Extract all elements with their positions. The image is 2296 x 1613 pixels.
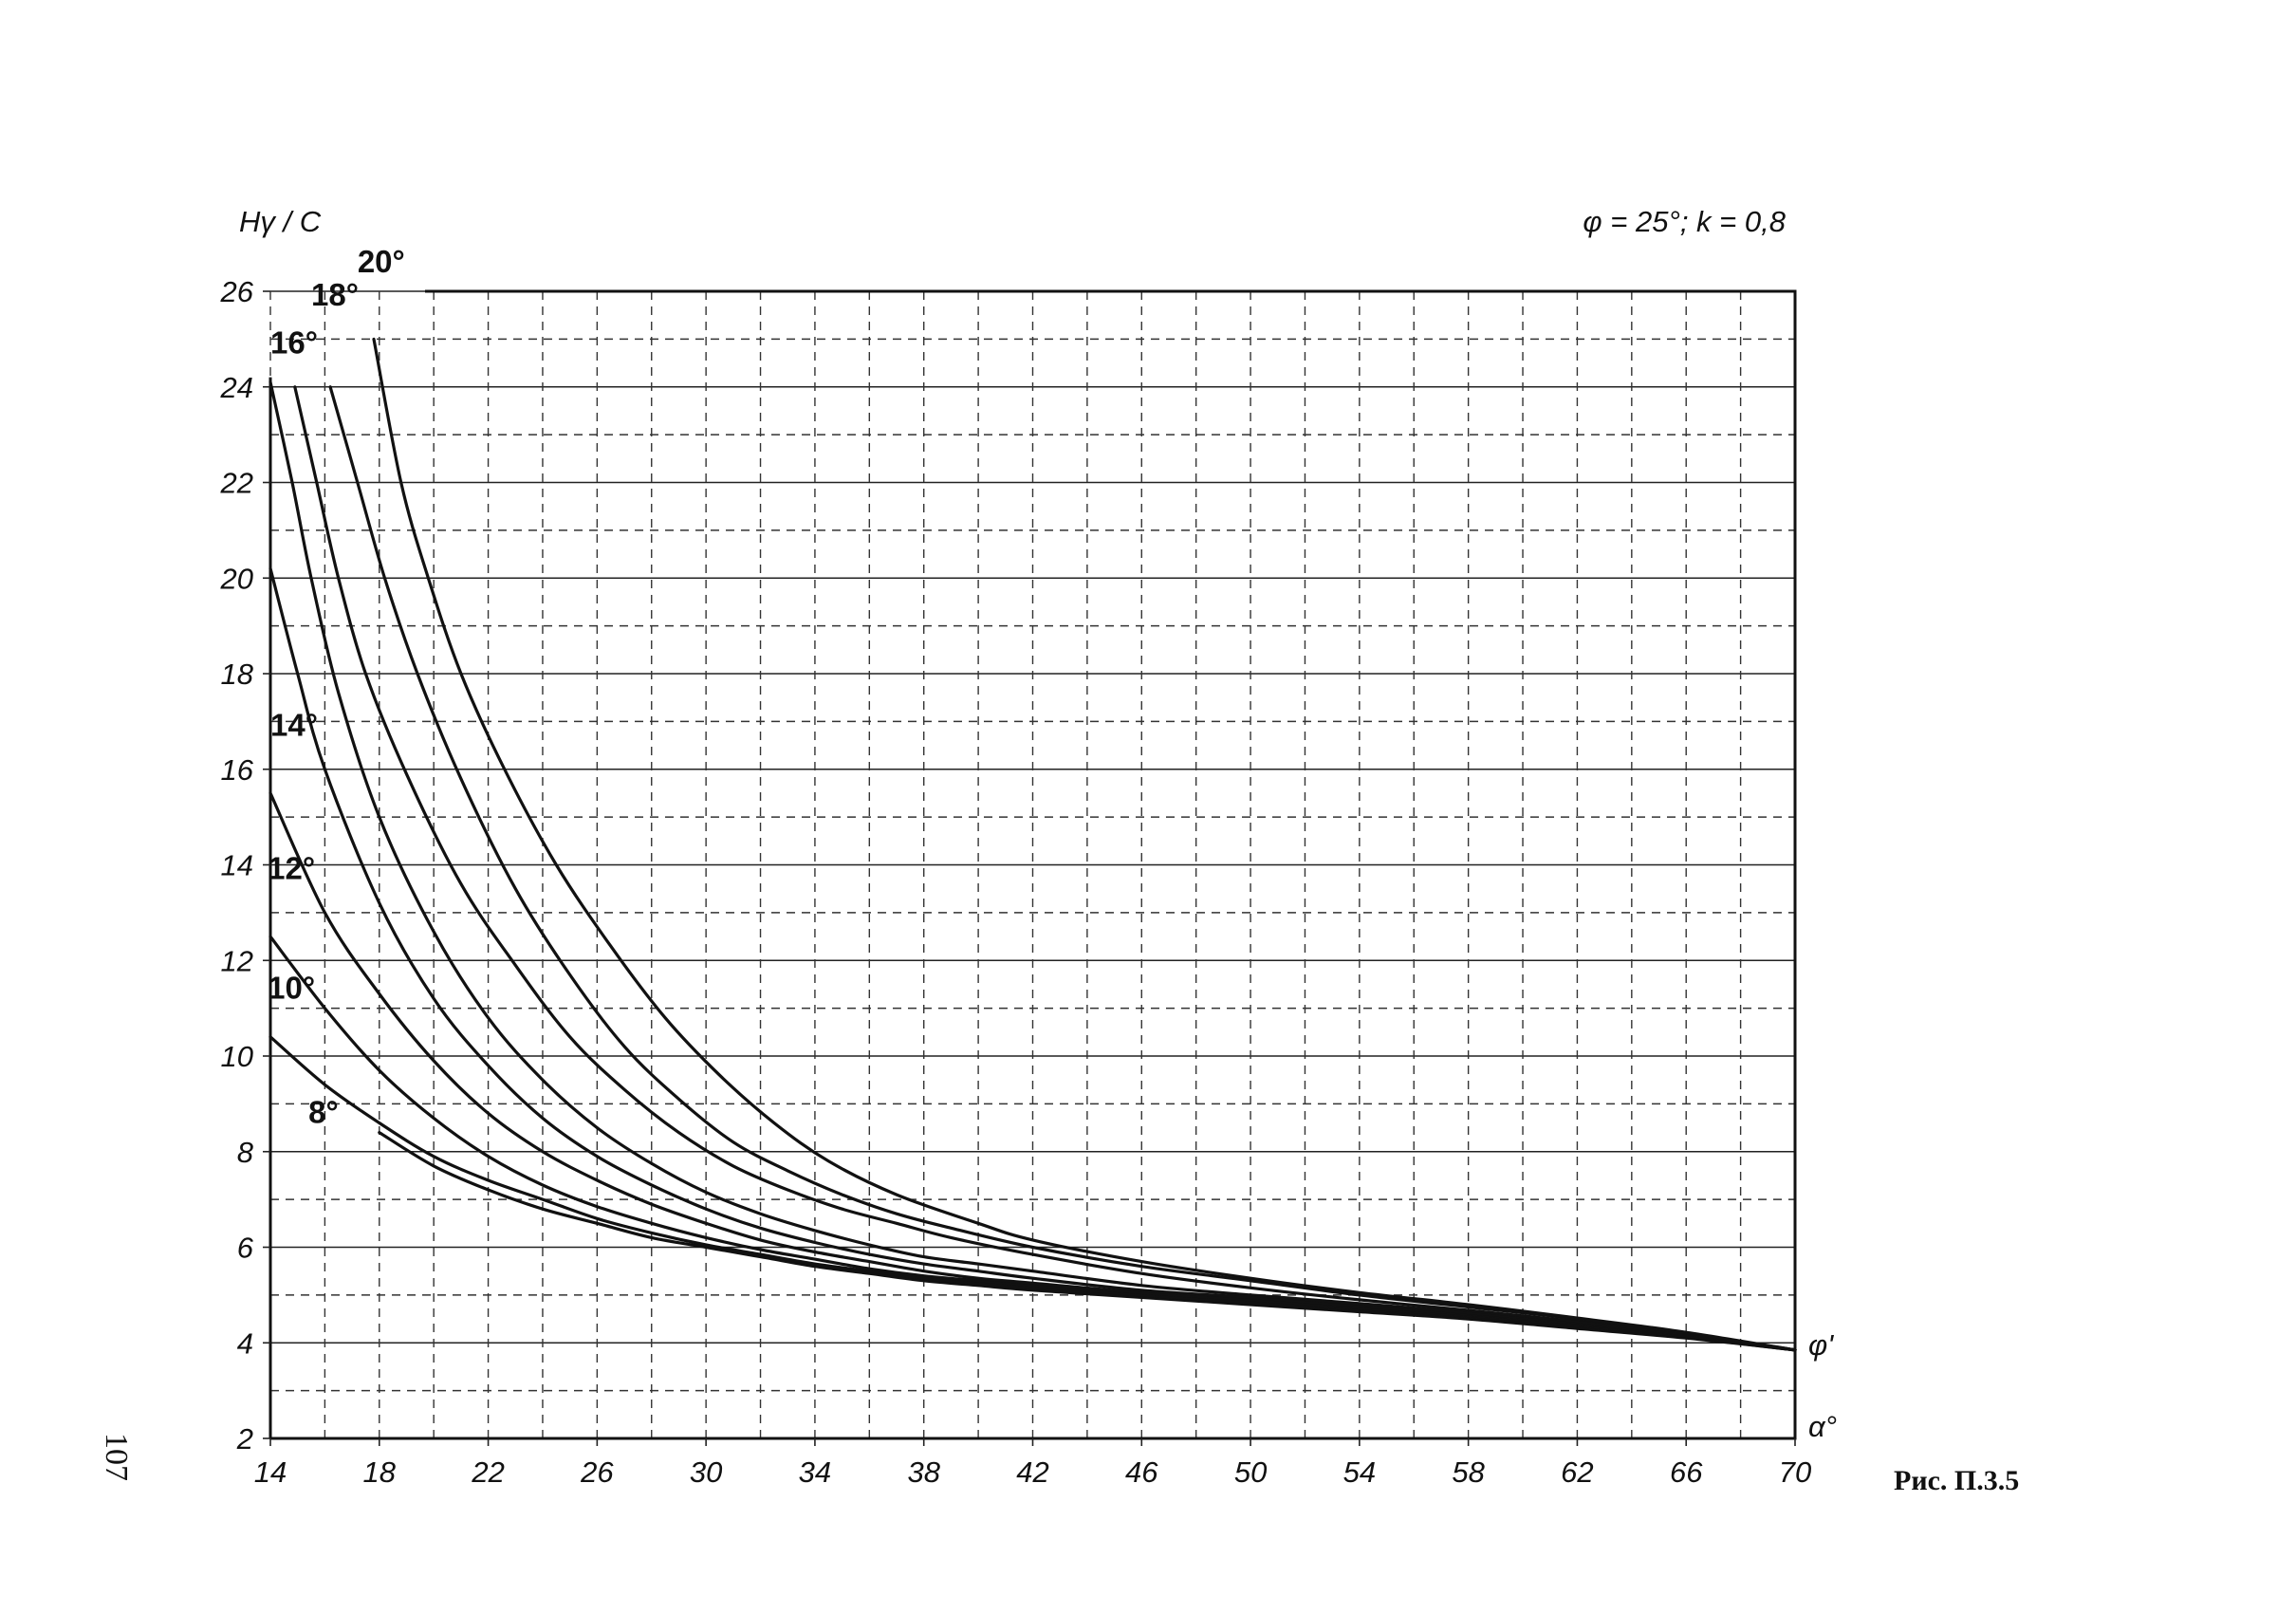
x-tick-label: 26 [580, 1455, 614, 1489]
y-tick-label: 14 [221, 849, 253, 882]
y-tick-label: 6 [237, 1232, 254, 1265]
x-tick-label: 22 [471, 1455, 504, 1489]
series-line [268, 380, 1797, 1352]
curve-label: 16° [270, 324, 318, 360]
series-line [268, 566, 1797, 1352]
x-tick-label: 14 [254, 1455, 287, 1489]
x-tick-label: 30 [690, 1455, 722, 1489]
series-line [372, 337, 1797, 1352]
figure-caption: Рис. П.3.5 [1894, 1465, 2019, 1496]
page-number: 107 [99, 1433, 134, 1481]
y-tick-label: 20 [220, 562, 253, 595]
curve-label: 12° [268, 851, 315, 886]
chart-parameters: φ = 25°; k = 0,8 [1583, 205, 1786, 238]
x-tick-label: 42 [1016, 1455, 1048, 1489]
series-line [293, 385, 1797, 1352]
curve-label: 18° [311, 277, 359, 312]
y-tick-label: 16 [221, 753, 254, 787]
x-tick-label: 34 [799, 1455, 831, 1489]
chart-curve-labels: 20°18° 16° 14° 12° 10° 8° [268, 244, 405, 1130]
y-tick-label: 24 [220, 371, 253, 404]
x-tick-label: 58 [1452, 1455, 1485, 1489]
y-tick-label: 4 [237, 1326, 253, 1360]
y-tick-label: 12 [221, 944, 253, 977]
x-tick-label: 66 [1670, 1455, 1703, 1489]
x-tick-label: 46 [1125, 1455, 1158, 1489]
curve-label: 10° [268, 971, 315, 1006]
chart-curves [268, 337, 1797, 1352]
y-tick-label: 26 [220, 275, 254, 308]
x-tick-label: 54 [1343, 1455, 1376, 1489]
curve-label: 20° [358, 244, 405, 279]
curve-label: 8° [308, 1095, 339, 1130]
y-tick-label: 8 [237, 1136, 254, 1169]
curve-label: 14° [270, 707, 318, 742]
series-line [328, 385, 1797, 1352]
y-tick-label: 2 [236, 1422, 253, 1455]
y-axis-label: Hγ / C [239, 205, 322, 238]
chart-ticks: 14 18 22 26 30 34 38 42 46 50 54 58 62 66 702468101214… [220, 275, 1812, 1489]
x-tick-label: 38 [907, 1455, 940, 1489]
x-tick-label: 18 [363, 1455, 397, 1489]
x-tick-label: 70 [1779, 1455, 1811, 1489]
x-tick-label: 50 [1234, 1455, 1267, 1489]
y-tick-label: 10 [221, 1040, 253, 1073]
series-axis-label: φ' [1808, 1328, 1834, 1362]
chart-grid [268, 289, 1797, 1440]
x-tick-label: 62 [1561, 1455, 1593, 1489]
y-tick-label: 22 [220, 467, 253, 500]
x-axis-end-label: α° [1808, 1410, 1837, 1443]
y-tick-label: 18 [221, 658, 254, 691]
